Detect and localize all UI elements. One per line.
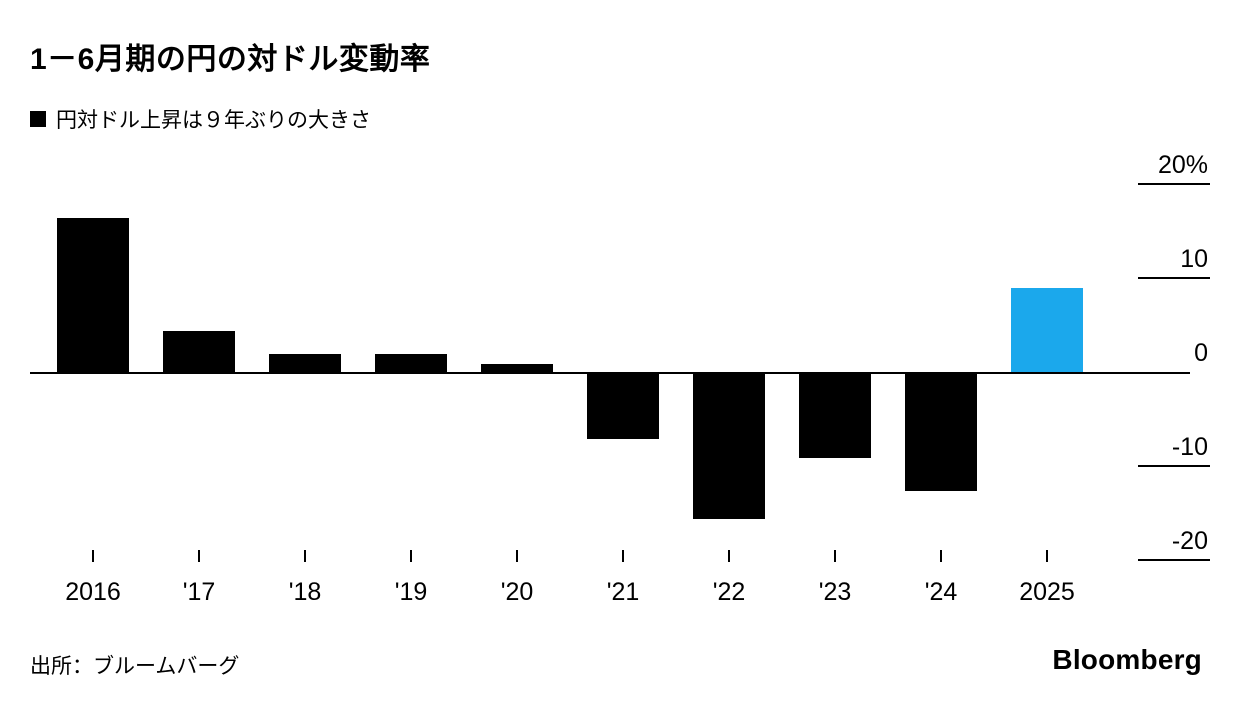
- bars-area: [40, 185, 1100, 561]
- x-axis-label: '24: [924, 578, 958, 606]
- x-tick-mark: [1046, 550, 1048, 562]
- x-axis-label: '22: [712, 578, 746, 606]
- bar-2016: [57, 217, 129, 373]
- x-tick-mark: [728, 550, 730, 562]
- bar-18: [269, 354, 341, 373]
- x-tick-mark: [622, 550, 624, 562]
- x-axis-slot: '17: [146, 550, 252, 607]
- y-axis-label: 20%: [1138, 149, 1210, 185]
- y-axis-label: -20: [1138, 525, 1210, 561]
- bar-slot-18: [252, 185, 358, 561]
- y-axis-label: 10: [1138, 243, 1210, 279]
- plot-area: [40, 185, 1100, 561]
- x-axis-slot: '18: [252, 550, 358, 607]
- chart-title: 1－6月期の円の対ドル変動率: [30, 43, 431, 76]
- source-note: 出所：ブルームバーグ: [30, 655, 240, 678]
- zero-baseline: [30, 372, 1190, 374]
- x-tick-mark: [516, 550, 518, 562]
- x-axis-label: 2025: [1019, 578, 1075, 606]
- bloomberg-logo: Bloomberg: [1052, 644, 1202, 675]
- x-tick-mark: [198, 550, 200, 562]
- x-tick-mark: [410, 550, 412, 562]
- x-tick-mark: [834, 550, 836, 562]
- y-axis-label: 0: [1194, 339, 1208, 367]
- x-axis-label: '19: [394, 578, 428, 606]
- bar-20: [481, 363, 553, 373]
- x-axis-label: '23: [818, 578, 852, 606]
- x-axis-label: '17: [182, 578, 216, 606]
- x-tick-mark: [940, 550, 942, 562]
- x-axis-slot: 2025: [994, 550, 1100, 607]
- bar-slot-23: [782, 185, 888, 561]
- y-axis-label: -10: [1138, 431, 1210, 467]
- x-axis-label: '21: [606, 578, 640, 606]
- x-axis-slot: 2016: [40, 550, 146, 607]
- bar-22: [693, 373, 765, 519]
- bar-21: [587, 373, 659, 439]
- x-axis-slot: '24: [888, 550, 994, 607]
- x-axis-slot: '20: [464, 550, 570, 607]
- chart-legend: 円対ドル上昇は９年ぶりの大きさ: [30, 104, 371, 134]
- x-axis-slot: '19: [358, 550, 464, 607]
- bar-19: [375, 354, 447, 373]
- legend-label: 円対ドル上昇は９年ぶりの大きさ: [56, 109, 371, 132]
- x-axis: 2016 '17 '18 '19 '20 '21 '22 '23 '24 2025: [40, 550, 1100, 607]
- y-axis: 20% 10 0 -10 -20: [1110, 151, 1210, 561]
- bar-slot-17: [146, 185, 252, 561]
- bar-24: [905, 373, 977, 491]
- x-axis-slot: '23: [782, 550, 888, 607]
- x-axis-label: '20: [500, 578, 534, 606]
- bar-slot-2025: [994, 185, 1100, 561]
- bar-slot-19: [358, 185, 464, 561]
- bar-slot-24: [888, 185, 994, 561]
- x-tick-mark: [92, 550, 94, 562]
- bar-23: [799, 373, 871, 458]
- legend-swatch-icon: [30, 111, 46, 127]
- bar-slot-20: [464, 185, 570, 561]
- bar-2025: [1011, 288, 1083, 373]
- x-axis-label: 2016: [65, 578, 121, 606]
- x-axis-slot: '22: [676, 550, 782, 607]
- bar-17: [163, 330, 235, 373]
- x-axis-slot: '21: [570, 550, 676, 607]
- x-axis-label: '18: [288, 578, 322, 606]
- bar-slot-2016: [40, 185, 146, 561]
- bar-slot-22: [676, 185, 782, 561]
- bar-slot-21: [570, 185, 676, 561]
- x-tick-mark: [304, 550, 306, 562]
